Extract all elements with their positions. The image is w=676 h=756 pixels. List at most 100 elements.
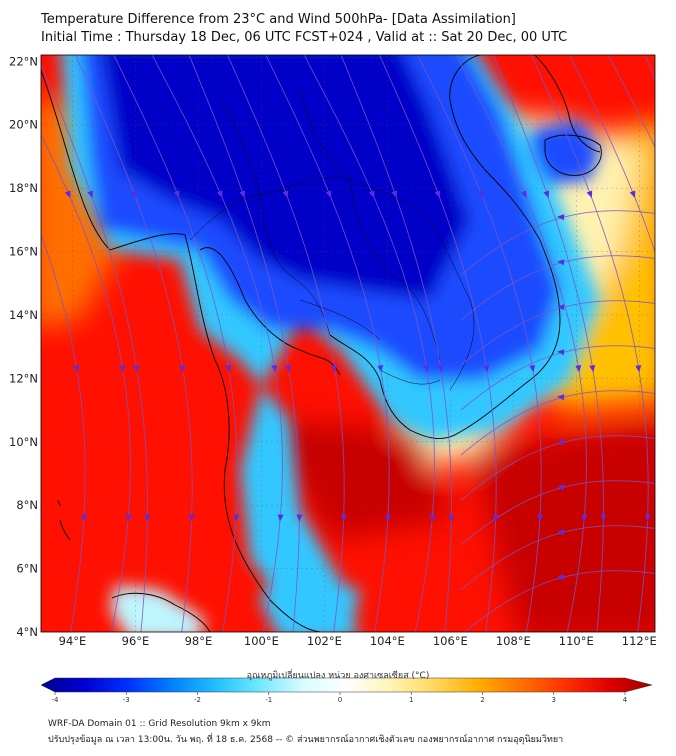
streamline	[41, 133, 131, 632]
wind-arrow	[277, 514, 284, 522]
colorbar-tick-label: -1	[265, 696, 272, 704]
streamline	[113, 55, 238, 632]
wind-arrow	[385, 514, 392, 522]
streamline	[569, 55, 655, 254]
colorbar-tick-label: -2	[194, 696, 201, 704]
wind-arrow	[537, 514, 544, 522]
wind-arrow	[87, 190, 94, 199]
borders	[189, 89, 475, 391]
wind-arrow	[340, 514, 347, 522]
streamline	[227, 55, 345, 632]
wind-arrow	[557, 484, 565, 491]
colorbar: -4 -3 -2 -1 0 1 2 3 4	[40, 677, 653, 704]
lon-tick-label: 100°E	[244, 634, 279, 648]
lon-tick-label: 112°E	[622, 634, 657, 648]
wind-arrowheads	[41, 190, 651, 581]
lon-tick-label: 94°E	[59, 634, 87, 648]
streamline	[188, 55, 300, 632]
wind-arrow	[173, 190, 180, 199]
map-title: Temperature Difference from 23°C and Win…	[41, 12, 516, 27]
wind-arrow	[216, 190, 223, 198]
streamline	[531, 55, 649, 632]
streamline	[455, 55, 587, 632]
streamline	[0, 45, 40, 642]
lat-tick-label: 10°N	[9, 435, 38, 449]
lon-tick-label: 96°E	[122, 634, 150, 648]
wind-arrow	[483, 365, 490, 373]
map-subtitle: Initial Time : Thursday 18 Dec, 06 UTC F…	[41, 30, 568, 45]
wind-arrow	[529, 365, 536, 373]
wind-arrow	[586, 190, 593, 199]
lat-tick-label: 6°N	[16, 562, 38, 576]
wind-arrow	[448, 514, 455, 522]
lat-tick-label: 16°N	[9, 245, 38, 259]
wind-arrow	[125, 514, 132, 522]
streamline	[41, 233, 86, 632]
lon-tick-label: 98°E	[185, 634, 213, 648]
colorbar-tick-label: 2	[480, 696, 484, 704]
streamline	[460, 480, 655, 546]
wind-arrow	[557, 259, 565, 266]
wind-arrow	[477, 190, 484, 199]
streamline	[265, 55, 390, 632]
wind-arrow	[233, 514, 240, 522]
streamline	[303, 55, 435, 632]
wind-arrow	[64, 190, 71, 198]
lat-tick-label: 8°N	[16, 498, 38, 512]
colorbar-tick-label: 0	[338, 696, 342, 704]
footer-model-info: WRF-DA Domain 01 :: Grid Resolution 9km …	[48, 719, 271, 729]
wind-arrow	[557, 574, 565, 581]
wind-arrow	[557, 214, 565, 221]
lat-tick-label: 12°N	[9, 371, 38, 385]
lat-tick-label: 22°N	[9, 54, 38, 68]
wind-arrow	[130, 190, 137, 199]
streamline	[607, 55, 655, 148]
wind-arrow	[429, 514, 436, 522]
wind-arrow	[543, 190, 550, 199]
colorbar-tick-label: 1	[409, 696, 413, 704]
lon-tick-label: 110°E	[559, 634, 594, 648]
coastlines	[41, 55, 602, 632]
wind-arrow	[296, 514, 303, 522]
streamline	[460, 435, 655, 501]
lon-tick-label: 102°E	[307, 634, 342, 648]
map-gridlines	[41, 55, 655, 632]
wind-arrow	[133, 364, 140, 373]
lat-tick-label: 4°N	[16, 625, 38, 639]
wind-arrow	[391, 190, 398, 199]
streamline	[75, 55, 193, 632]
streamline	[41, 63, 148, 632]
colorbar-tick-label: 3	[552, 696, 556, 704]
wind-arrow	[635, 365, 642, 373]
wind-arrow	[271, 365, 278, 373]
streamline	[460, 255, 655, 321]
wind-arrow	[119, 365, 126, 373]
wind-arrow	[331, 365, 338, 373]
wind-arrow	[557, 349, 565, 356]
lat-tick-label: 14°N	[9, 308, 38, 322]
wind-arrow	[285, 364, 292, 373]
lon-tick-label: 106°E	[433, 634, 468, 648]
wind-arrow	[600, 514, 607, 522]
wind-arrow	[629, 190, 636, 199]
wind-arrow	[225, 365, 232, 373]
wind-arrow	[520, 190, 527, 198]
colorbar-title: อุณหภูมิเปลี่ยนแปลง หน่วย องศาเซลเซียส (…	[246, 671, 430, 681]
wind-arrow	[368, 190, 375, 198]
colorbar-tick-label: -4	[52, 696, 60, 704]
streamline	[379, 55, 497, 632]
wind-arrow	[81, 514, 88, 522]
wind-arrow	[644, 514, 651, 522]
streamline	[460, 210, 655, 276]
lon-tick-label: 108°E	[496, 634, 531, 648]
streamline	[463, 570, 655, 632]
wind-arrow	[492, 514, 499, 522]
wind-arrow	[434, 190, 441, 199]
latitude-labels: 22°N 20°N 18°N 16°N 14°N 12°N 10°N 8°N 6°N 4°N	[9, 54, 38, 639]
wind-arrow	[423, 365, 430, 373]
streamline	[460, 525, 655, 591]
lat-tick-label: 18°N	[9, 181, 38, 195]
lon-tick-label: 104°E	[370, 634, 405, 648]
wind-arrow	[73, 365, 80, 373]
